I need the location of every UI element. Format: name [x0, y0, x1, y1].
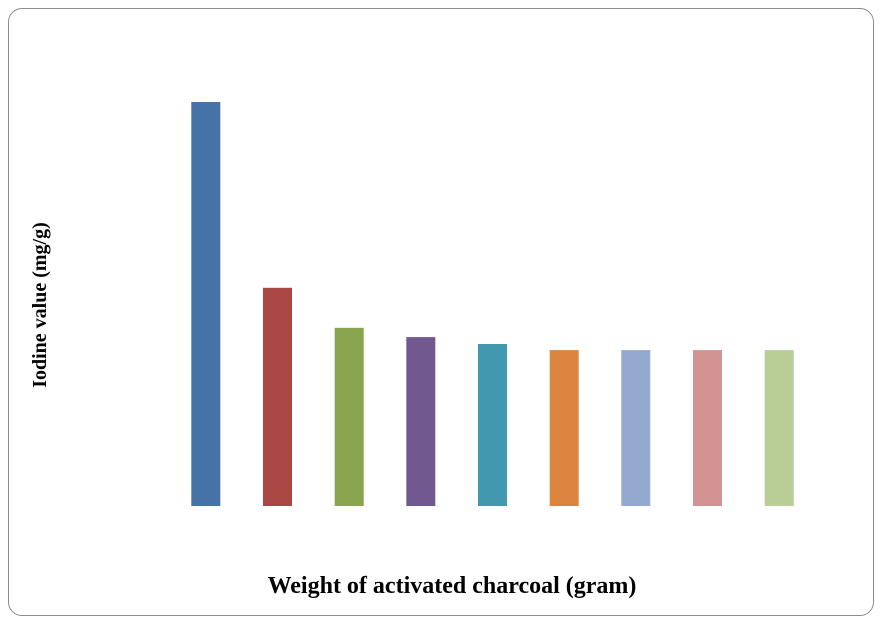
- bar-7: [621, 350, 651, 506]
- bar-6: [549, 350, 579, 506]
- bar-8: [693, 350, 722, 506]
- y-axis-title: Iodine value (mg/g): [29, 222, 51, 388]
- bar-3: [334, 327, 364, 506]
- bar-9: [764, 350, 794, 506]
- bar-4: [406, 337, 436, 506]
- bars-group: [191, 102, 794, 506]
- bar-1: [191, 102, 221, 506]
- chart-frame: [8, 8, 874, 616]
- x-axis-title: Weight of activated charcoal (gram): [268, 573, 637, 599]
- bar-2: [263, 287, 292, 506]
- bar-5: [478, 344, 507, 506]
